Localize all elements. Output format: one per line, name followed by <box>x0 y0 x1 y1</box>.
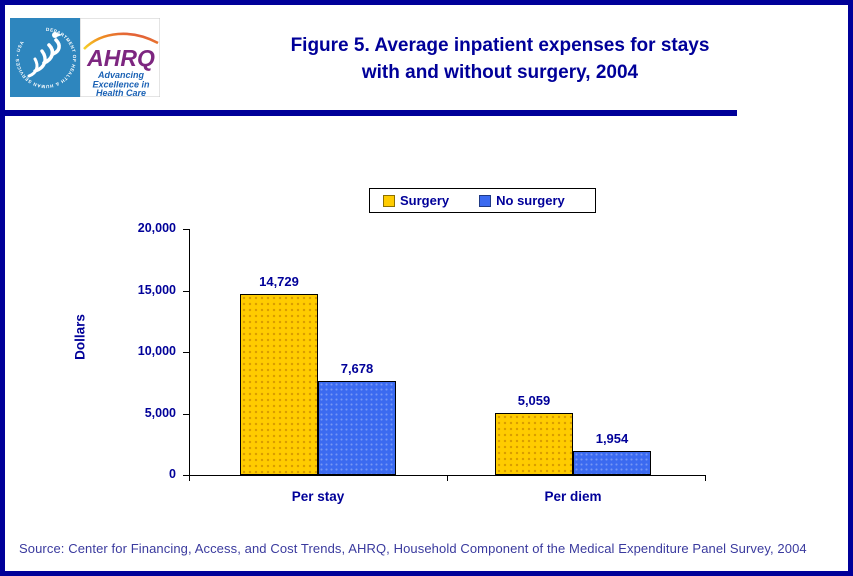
bar-no-surgery-per-diem <box>573 451 651 475</box>
source-note: Source: Center for Financing, Access, an… <box>19 541 807 556</box>
bar-surgery-per-diem <box>495 413 573 475</box>
y-tick-mark <box>183 291 189 292</box>
y-tick-label: 0 <box>169 467 176 481</box>
category-label-per-stay: Per stay <box>291 489 345 504</box>
legend-entry-no-surgery: No surgery <box>479 193 565 208</box>
y-tick-label: 20,000 <box>137 221 176 235</box>
legend-swatch-surgery-icon <box>383 194 395 207</box>
ahrq-logo-panel <box>79 17 161 98</box>
figure-title-line1: Figure 5. Average inpatient expenses for… <box>290 35 710 56</box>
legend-entry-surgery: Surgery <box>383 193 449 208</box>
legend-swatch-no-surgery-icon <box>479 194 492 207</box>
bar-surgery-per-stay <box>240 294 318 475</box>
ahrq-tagline-line: Advancing <box>97 70 145 80</box>
y-tick-mark <box>183 414 189 415</box>
figure-title-line2: with and without surgery, 2004 <box>361 62 639 83</box>
figure-title: Figure 5. Average inpatient expenses for… <box>240 32 760 86</box>
bar-label-surgery-per-diem: 5,059 <box>517 393 551 408</box>
legend-label-surgery: Surgery <box>400 193 450 208</box>
legend-label-no-surgery: No surgery <box>496 193 565 208</box>
ahrq-arc-icon <box>83 32 159 50</box>
x-tick-mark <box>447 475 448 481</box>
header-divider-bar <box>5 110 737 116</box>
x-tick-mark <box>189 475 190 481</box>
legend: Surgery No surgery <box>369 188 596 213</box>
y-axis-line <box>189 229 190 475</box>
ahrq-acronym: AHRQ <box>86 45 155 71</box>
category-label-per-diem: Per diem <box>544 489 602 504</box>
x-tick-mark <box>705 475 706 481</box>
bar-label-no-surgery-per-diem: 1,954 <box>595 431 629 446</box>
ahrq-tagline-line: Excellence in <box>92 80 150 90</box>
y-tick-mark <box>183 229 189 230</box>
hhs-eagle-icon <box>27 32 62 78</box>
y-tick-mark <box>183 475 189 476</box>
ahrq-tagline: Advancing Excellence in Health Care <box>92 70 150 98</box>
bar-no-surgery-per-stay <box>318 381 396 475</box>
y-tick-label: 5,000 <box>144 406 176 420</box>
bar-label-no-surgery-per-stay: 7,678 <box>340 361 374 376</box>
ahrq-tagline-line: Health Care <box>96 88 146 97</box>
y-tick-label: 15,000 <box>137 283 176 297</box>
y-tick-mark <box>183 352 189 353</box>
y-tick-label: 10,000 <box>137 344 176 358</box>
logo-svg: DEPARTMENT OF HEALTH & HUMAN SERVICES • … <box>10 17 161 98</box>
bar-label-surgery-per-stay: 14,729 <box>259 274 299 289</box>
header-logo: DEPARTMENT OF HEALTH & HUMAN SERVICES • … <box>10 17 161 98</box>
